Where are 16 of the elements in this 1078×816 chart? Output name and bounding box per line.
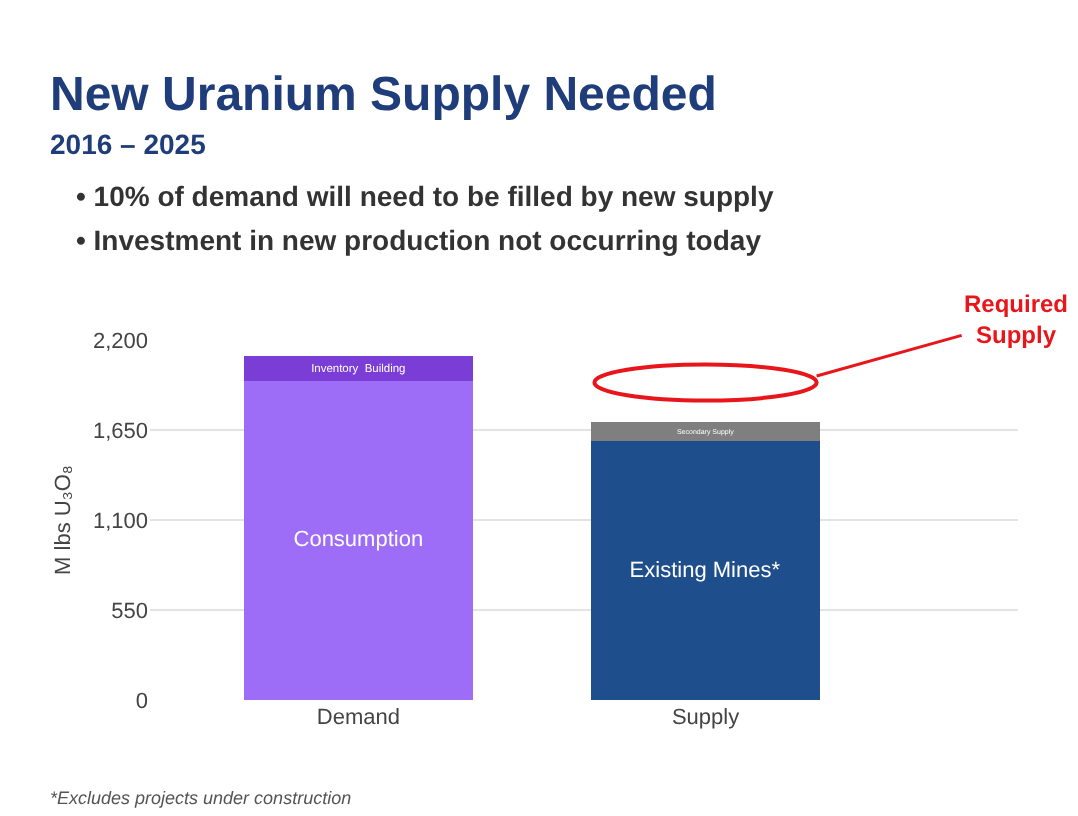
chart-subtitle: 2016 – 2025	[50, 128, 207, 160]
annotation: Required Supply	[964, 290, 1069, 350]
chart-title: New Uranium Supply Needed	[50, 68, 717, 122]
text: • 10% of demand will need to be filled by new supply	[76, 180, 774, 212]
text: *Excludes projects under construction	[50, 788, 352, 808]
y-tick-label: 1,100	[92, 509, 148, 534]
x-tick-label: Supply	[671, 706, 741, 730]
series-label: Existing Mines*	[629, 558, 782, 583]
y-tick-label: 0	[135, 689, 148, 714]
series-label: Consumption	[293, 528, 424, 553]
y-tick-label: 1,650	[92, 419, 148, 444]
y-tick-label: 550	[111, 599, 148, 624]
y-tick-label: 2,200	[92, 329, 148, 354]
text: • Investment in new production not occurring today	[76, 224, 762, 256]
x-tick-label: Demand	[316, 706, 400, 730]
y-axis-title: M lbs U₃O₈	[52, 465, 77, 575]
